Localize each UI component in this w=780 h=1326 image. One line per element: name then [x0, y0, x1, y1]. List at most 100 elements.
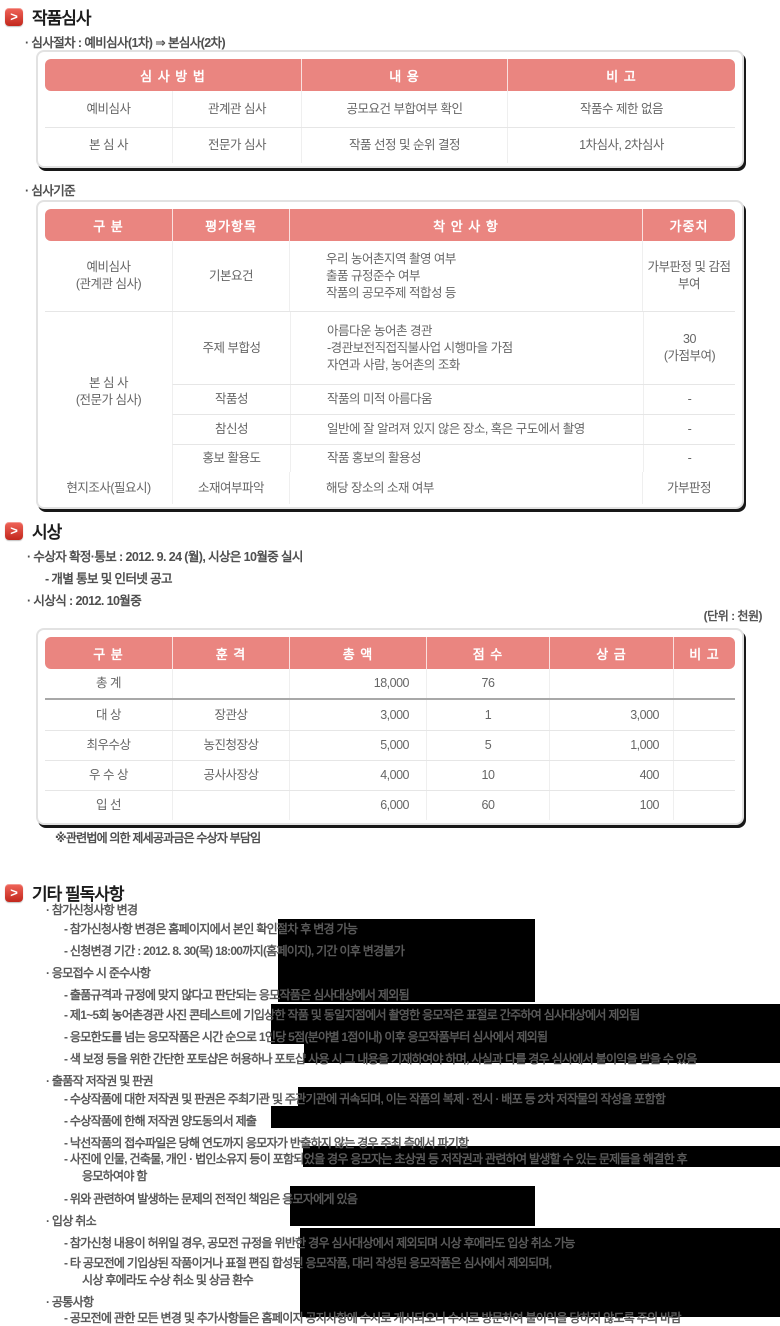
review-procedure-line: · 심사절차 : 예비심사(1차) ⇒ 본심사(2차) [25, 36, 226, 50]
table-cell: 본 심 사 (전문가 심사) [75, 376, 142, 407]
notes-line: - 신청변경 기간 : 2012. 8. 30(목) 18:00까지(홈페이지)… [64, 944, 405, 958]
table-cell: 기본요건 [172, 241, 289, 311]
notes-line: · 응모접수 시 준수사항 [46, 966, 151, 980]
table-cell: 4,000 [289, 761, 426, 790]
table-cell: 100 [549, 791, 673, 820]
header-cell: 내 용 [301, 59, 507, 91]
award-announce-line: · 수상자 확정·통보 : 2012. 9. 24 (월), 시상은 10월중 … [27, 550, 303, 564]
table-cell: 작품의 미적 아름다움 [290, 385, 643, 414]
table-cell: 예비심사 (관계관 심사) [75, 260, 142, 291]
section-award-heading: > 시상 [5, 518, 62, 543]
table-header-row: 구 분 훈 격 총 액 점 수 상 금 비 고 [45, 637, 735, 669]
table-row: 입 선 6,000 60 100 [45, 790, 735, 820]
section-title: 기타 필독사항 [32, 885, 125, 904]
tax-note: ※관련법에 의한 제세공과금은 수상자 부담임 [55, 831, 261, 845]
table-cell: 해당 장소의 소재 여부 [289, 472, 642, 504]
table-cell: 현지조사(필요시) [66, 480, 151, 495]
redaction-box [271, 1004, 780, 1044]
notes-line: - 사진에 인물, 건축물, 개인 · 법인소유지 등이 포함되었을 경우 응모… [64, 1152, 688, 1166]
table-row: 작품성 작품의 미적 아름다움 - [172, 384, 735, 414]
table-cell [549, 669, 673, 698]
table-cell: 작품수 제한 없음 [507, 91, 735, 127]
award-ceremony-line: · 시상식 : 2012. 10월중 [27, 594, 142, 608]
table-cell: 6,000 [289, 791, 426, 820]
table-cell: 작품성 [214, 392, 249, 406]
table-cell: 30 (가점부여) [643, 312, 735, 384]
notes-line: · 참가신청사항 변경 [46, 903, 138, 917]
award-table: 구 분 훈 격 총 액 점 수 상 금 비 고 총 계 18,000 76 대 … [36, 628, 744, 825]
table-rowspan-group: 본 심 사 (전문가 심사) 주제 부합성 아름다운 농어촌 경관 -경관보전직… [45, 311, 735, 472]
table-row: 대 상 장관상 3,000 1 3,000 [45, 700, 735, 730]
table-row: 주제 부합성 아름다운 농어촌 경관 -경관보전직접직불사업 시행마을 가점 자… [172, 312, 735, 384]
table-cell: 아름다운 농어촌 경관 -경관보전직접직불사업 시행마을 가점 자연과 사람, … [290, 312, 643, 384]
table-cell: 참신성 [214, 422, 249, 436]
table-cell: 대 상 [96, 707, 121, 722]
table-cell: 60 [426, 791, 549, 820]
table-row: 현지조사(필요시) 소재여부파악 해당 장소의 소재 여부 가부판정 [45, 472, 735, 504]
table-cell: 장관상 [172, 700, 289, 730]
header-cell: 심 사 방 법 [140, 68, 206, 84]
header-cell: 점 수 [426, 637, 549, 669]
section-review-heading: > 작품심사 [5, 4, 92, 29]
notes-line: - 위와 관련하여 발생하는 문제의 전적인 책임은 응모자에게 있음 [64, 1192, 358, 1206]
section-notes: > 기타 필독사항 · 참가신청사항 변경 - 참가신청사항 변경은 홈페이지에… [0, 877, 780, 1325]
notes-line: - 타 공모전에 기입상된 작품이거나 표절 편집 합성된 응모작품, 대리 작… [64, 1256, 552, 1270]
notes-line: - 수상작품에 대한 저작권 및 판권은 주최기관 및 주관기관에 귀속되며, … [64, 1092, 666, 1106]
table-cell: 18,000 [289, 669, 426, 698]
judging-method-table: 심 사 방 법 내 용 비 고 예비심사 관계관 심사 공모요건 부합여부 확인… [36, 50, 744, 168]
chevron-badge-icon: > [5, 521, 23, 540]
notes-line: · 공통사항 [46, 1295, 94, 1309]
header-cell: 상 금 [549, 637, 673, 669]
header-cell: 착 안 사 항 [289, 209, 642, 241]
table-cell: 소재여부파악 [172, 472, 289, 504]
notes-line: - 출품규격과 규정에 맞지 않다고 판단되는 응모작품은 심사대상에서 제외됨 [64, 988, 410, 1002]
table-cell: 76 [426, 669, 549, 698]
redaction-box [278, 919, 535, 1002]
notes-line: - 제1~5회 농어촌경관 사진 콘테스트에 기입상한 작품 및 동일지점에서 … [64, 1008, 640, 1022]
notes-line: - 참가신청사항 변경은 홈페이지에서 본인 확인절차 후 변경 가능 [64, 922, 358, 936]
table-cell: 작품 선정 및 순위 결정 [301, 128, 507, 163]
table-cell [673, 791, 735, 820]
header-cell: 구 분 [93, 218, 124, 234]
table-cell: 5,000 [289, 731, 426, 760]
notes-line: - 공모전에 관한 모든 변경 및 추가사항들은 홈페이지 공지사항에 수시로 … [64, 1311, 681, 1325]
table-cell: 1차심사, 2차심사 [507, 128, 735, 163]
table-cell: 가부판정 및 감점부여 [642, 241, 735, 311]
table-cell: - [643, 445, 735, 472]
section-notes-heading: > 기타 필독사항 [5, 880, 125, 905]
table-cell: 1 [426, 700, 549, 730]
table-cell: 관계관 심사 [172, 91, 301, 127]
table-row: 예비심사 (관계관 심사) 기본요건 우리 농어촌지역 촬영 여부 출품 규정준… [45, 241, 735, 311]
header-cell: 비 고 [673, 637, 735, 669]
table-cell: 우리 농어촌지역 촬영 여부 출품 규정준수 여부 작품의 공모주제 적합성 등 [289, 241, 642, 311]
table-cell: 예비심사 [86, 101, 131, 116]
section-title: 시상 [32, 523, 62, 542]
table-cell: 1,000 [549, 731, 673, 760]
table-header-row: 심 사 방 법 내 용 비 고 [45, 59, 735, 91]
table-cell: 3,000 [289, 700, 426, 730]
notes-line: 시상 후에라도 수상 취소 및 상금 환수 [82, 1273, 254, 1287]
notes-line: · 입상 취소 [46, 1214, 97, 1228]
header-cell: 비 고 [507, 59, 735, 91]
table-cell: 홍보 활용도 [202, 451, 261, 465]
table-cell: 5 [426, 731, 549, 760]
table-cell: 우 수 상 [89, 768, 128, 782]
table-cell [673, 669, 735, 698]
table-cell: - [643, 385, 735, 414]
table-cell: 공사사장상 [172, 761, 289, 790]
table-cell: 총 계 [96, 676, 121, 690]
table-row: 참신성 일반에 잘 알려져 있지 않은 장소, 혹은 구도에서 촬영 - [172, 414, 735, 444]
table-row: 우 수 상 공사사장상 4,000 10 400 [45, 760, 735, 790]
redaction-box [298, 1087, 780, 1106]
table-cell: 농진청장상 [172, 731, 289, 760]
redaction-box [271, 1106, 780, 1128]
notes-line: - 참가신청 내용이 허위일 경우, 공모전 규정을 위반한 경우 심사대상에서… [64, 1236, 575, 1250]
table-cell: 본 심 사 [89, 138, 128, 152]
notes-line: - 응모한도를 넘는 응모작품은 시간 순으로 1인당 5점(분야별 1점이내)… [64, 1030, 548, 1044]
table-cell: 전문가 심사 [172, 128, 301, 163]
judging-criteria-table: 구 분 평가항목 착 안 사 항 가중치 예비심사 (관계관 심사) 기본요건 … [36, 200, 744, 509]
notes-line: 응모하여야 함 [82, 1169, 147, 1183]
header-cell: 평가항목 [172, 209, 289, 241]
table-cell: 3,000 [549, 700, 673, 730]
